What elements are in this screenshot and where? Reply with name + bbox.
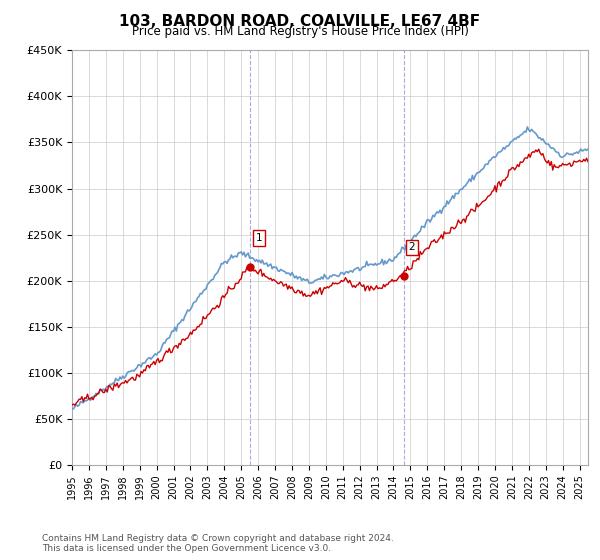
Text: 1: 1 [256, 233, 262, 243]
Text: 2: 2 [409, 242, 415, 252]
Text: Contains HM Land Registry data © Crown copyright and database right 2024.
This d: Contains HM Land Registry data © Crown c… [42, 534, 394, 553]
Text: Price paid vs. HM Land Registry's House Price Index (HPI): Price paid vs. HM Land Registry's House … [131, 25, 469, 38]
Text: 103, BARDON ROAD, COALVILLE, LE67 4BF: 103, BARDON ROAD, COALVILLE, LE67 4BF [119, 14, 481, 29]
